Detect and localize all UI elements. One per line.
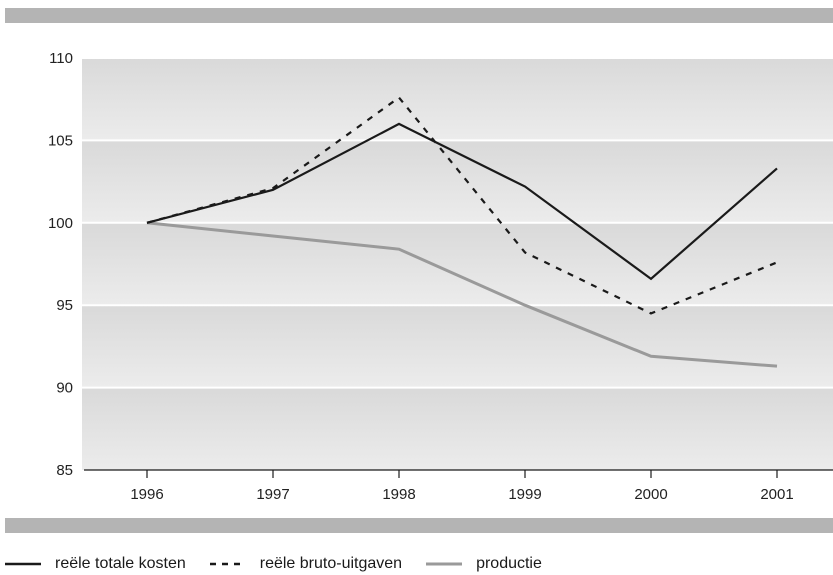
series-line-gross-expenditure	[146, 96, 778, 315]
legend-swatch-solid-black	[5, 560, 41, 568]
bottom-band	[5, 518, 833, 533]
legend-label: reële totale kosten	[55, 555, 186, 572]
series-line-production	[146, 221, 778, 368]
legend-item-gross-expenditure: reële bruto-uitgaven	[209, 555, 403, 573]
x-tick-label: 2000	[634, 486, 667, 503]
x-tick-label: 1997	[256, 486, 289, 503]
grid-lines	[82, 57, 833, 389]
plot-background	[82, 58, 833, 470]
series-lines	[146, 96, 778, 368]
x-tick-label: 1996	[130, 486, 163, 503]
legend-label: productie	[476, 555, 542, 572]
x-tick-label: 2001	[760, 486, 793, 503]
axes: 85 90 95 100 105 110 1996 1997 1998 1999 2000 2001	[48, 50, 833, 503]
legend: reële totale kosten reële bruto-uitgaven…	[5, 553, 566, 575]
x-tick-label: 1998	[382, 486, 415, 503]
y-tick-label: 85	[56, 462, 73, 479]
plot-band	[82, 387, 833, 470]
legend-label: reële bruto-uitgaven	[259, 555, 403, 572]
plot-band	[82, 222, 833, 306]
y-tick-label: 95	[56, 297, 73, 314]
x-tick-label: 1999	[508, 486, 541, 503]
y-tick-label: 100	[48, 215, 73, 232]
legend-swatch-solid-gray	[426, 560, 463, 568]
legend-item-production: productie	[426, 555, 542, 573]
y-tick-label: 90	[56, 380, 73, 397]
y-tick-label: 110	[49, 50, 73, 67]
y-tick-label: 105	[48, 132, 73, 149]
legend-swatch-dashed-black	[209, 560, 246, 568]
legend-item-total-costs: reële totale kosten	[5, 555, 186, 573]
plot-band	[82, 305, 833, 388]
plot-band	[82, 58, 833, 141]
top-band	[5, 8, 833, 23]
series-line-total-costs	[146, 122, 778, 281]
